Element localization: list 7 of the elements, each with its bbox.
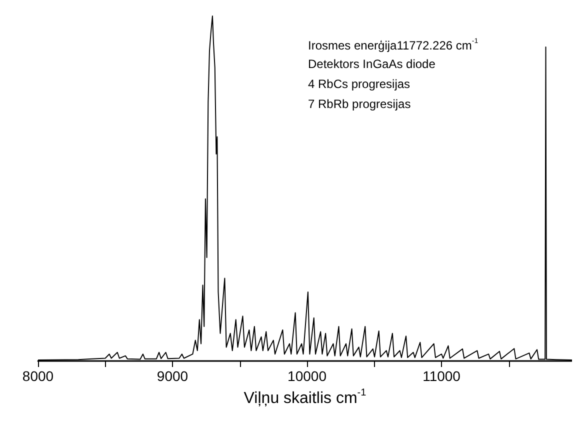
x-tick-label: 8000 — [22, 368, 54, 384]
x-tick-label: 10000 — [288, 368, 327, 384]
annotation: 7 RbRb progresijas — [308, 97, 411, 111]
x-tick-label: 9000 — [156, 368, 188, 384]
annotation: 4 RbCs progresijas — [308, 77, 410, 91]
x-tick-label: 11000 — [422, 368, 461, 384]
annotation: Detektors InGaAs diode — [308, 57, 436, 71]
